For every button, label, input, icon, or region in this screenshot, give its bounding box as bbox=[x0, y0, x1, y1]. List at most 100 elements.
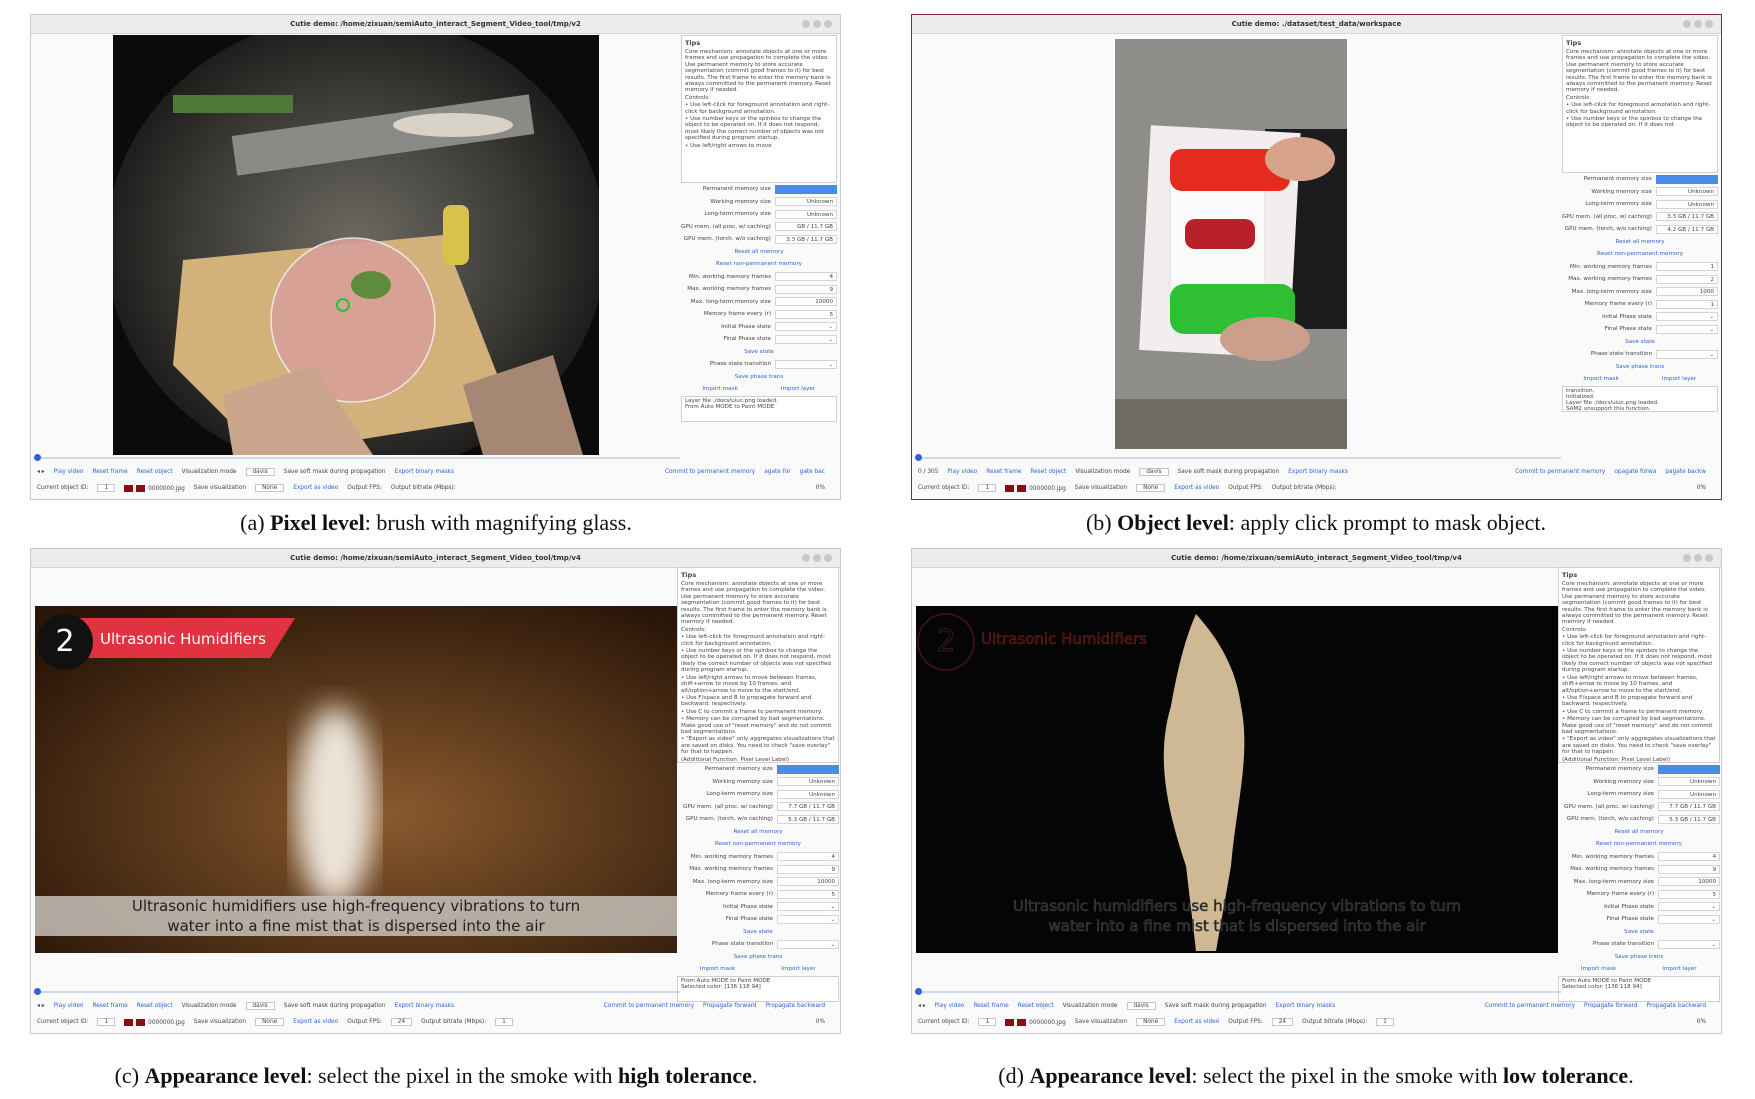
field-value[interactable]: ⌄ bbox=[1656, 312, 1718, 322]
toolbar-button[interactable]: Play video bbox=[53, 1003, 84, 1009]
field-value[interactable]: ⌄ bbox=[1656, 324, 1718, 334]
button[interactable]: Reset all memory bbox=[733, 828, 783, 835]
toolbar-button[interactable]: opagate forwa bbox=[1614, 469, 1657, 475]
timeline-slider[interactable] bbox=[34, 454, 680, 461]
field-value[interactable]: 5 bbox=[775, 309, 837, 319]
slider-knob[interactable] bbox=[34, 988, 41, 995]
window-control[interactable] bbox=[1683, 20, 1691, 28]
field-value[interactable]: 9 bbox=[777, 864, 839, 874]
toolbar-button[interactable]: Export as video bbox=[293, 485, 339, 491]
toolbar-button[interactable]: Commit to permanent memory bbox=[603, 1003, 695, 1009]
toolbar-field[interactable]: davis bbox=[245, 1002, 275, 1010]
button[interactable]: Save phase trans bbox=[1614, 953, 1664, 960]
toolbar-button[interactable]: Export binary masks bbox=[394, 1003, 455, 1009]
button[interactable]: Import mask bbox=[699, 966, 736, 973]
button[interactable]: Save state bbox=[743, 928, 773, 935]
toolbar-button[interactable]: Propagate backward bbox=[1646, 1003, 1706, 1009]
field-value[interactable]: GB / 11.7 GB bbox=[775, 222, 837, 232]
button[interactable]: Save state bbox=[744, 348, 774, 355]
field-value[interactable]: ⌄ bbox=[1656, 349, 1718, 359]
field-value[interactable]: ⌄ bbox=[775, 322, 837, 332]
field-value[interactable]: Unknown bbox=[775, 197, 837, 207]
window-control[interactable] bbox=[813, 554, 821, 562]
toolbar-button[interactable]: Play video bbox=[53, 469, 84, 475]
button[interactable]: Import layer bbox=[780, 386, 816, 393]
toolbar-button[interactable]: agate for bbox=[764, 469, 791, 475]
toolbar-button[interactable]: Play video bbox=[947, 469, 978, 475]
timeline-slider[interactable] bbox=[34, 988, 680, 995]
toolbar-button[interactable]: Reset object bbox=[136, 469, 173, 475]
toolbar-button[interactable]: pagate backw bbox=[1665, 469, 1706, 475]
toolbar-button[interactable]: Commit to permanent memory bbox=[1484, 1003, 1576, 1009]
button[interactable]: Reset all memory bbox=[1614, 828, 1664, 835]
toolbar-field[interactable]: 1 bbox=[97, 1018, 116, 1026]
field-value[interactable]: Unknown bbox=[775, 209, 837, 219]
toolbar-button[interactable]: Export binary masks bbox=[1275, 1003, 1336, 1009]
toolbar-field[interactable]: 1 bbox=[495, 1018, 513, 1026]
field-value[interactable]: 4 bbox=[1658, 852, 1720, 862]
toolbar-field[interactable]: None bbox=[255, 1018, 285, 1026]
toolbar-button[interactable]: Propagate backward bbox=[765, 1003, 825, 1009]
field-value[interactable]: 1000 bbox=[1656, 287, 1718, 297]
window-control[interactable] bbox=[1694, 554, 1702, 562]
toolbar-button[interactable]: Reset object bbox=[1030, 469, 1067, 475]
field-value[interactable]: ⌄ bbox=[777, 902, 839, 912]
field-value[interactable]: 1 bbox=[1656, 299, 1718, 309]
toolbar-button[interactable]: Reset frame bbox=[986, 469, 1022, 475]
button[interactable]: Import layer bbox=[781, 966, 816, 973]
field-value[interactable]: 3.3 GB / 11.7 GB bbox=[1656, 212, 1718, 222]
toolbar-field[interactable]: 1 bbox=[1376, 1018, 1394, 1026]
field-value[interactable]: 5.3 GB / 11.7 GB bbox=[777, 814, 839, 824]
field-value[interactable]: 7.7 GB / 11.7 GB bbox=[777, 802, 839, 812]
field-value[interactable]: 10000 bbox=[1658, 877, 1720, 887]
button[interactable]: Save phase trans bbox=[734, 373, 784, 380]
field-value[interactable]: ⌄ bbox=[777, 939, 839, 949]
toolbar-button[interactable]: Export binary masks bbox=[1288, 469, 1348, 475]
toolbar-button[interactable]: Export as video bbox=[1174, 485, 1220, 491]
field-value[interactable]: ⌄ bbox=[777, 914, 839, 924]
button[interactable]: Import layer bbox=[1661, 376, 1697, 383]
button[interactable]: Reset all memory bbox=[734, 248, 784, 255]
field-value[interactable]: 4 bbox=[777, 852, 839, 862]
toolbar-button[interactable]: Commit to permanent memory bbox=[1515, 469, 1606, 475]
slider-knob[interactable] bbox=[915, 454, 922, 461]
toolbar-button[interactable]: Export binary masks bbox=[394, 469, 455, 475]
field-value[interactable]: 2 bbox=[1656, 274, 1718, 284]
field-value[interactable]: Unknown bbox=[1658, 777, 1720, 787]
toolbar-button[interactable]: Reset frame bbox=[973, 1003, 1009, 1009]
window-control[interactable] bbox=[824, 554, 832, 562]
button[interactable]: Save state bbox=[1625, 338, 1655, 345]
button[interactable]: Reset non-permanent memory bbox=[715, 841, 801, 848]
toolbar-button[interactable]: Play video bbox=[934, 1003, 965, 1009]
toolbar-field[interactable]: davis bbox=[1126, 1002, 1156, 1010]
button[interactable]: Save phase trans bbox=[1615, 363, 1665, 370]
window-control[interactable] bbox=[824, 20, 832, 28]
window-control[interactable] bbox=[1694, 20, 1702, 28]
window-control[interactable] bbox=[1705, 554, 1713, 562]
toolbar-field[interactable]: davis bbox=[1139, 468, 1169, 476]
button[interactable]: Import mask bbox=[702, 386, 738, 393]
toolbar-field[interactable]: 1 bbox=[978, 484, 997, 492]
field-value[interactable]: Unknown bbox=[1656, 187, 1718, 197]
button[interactable]: Reset non-permanent memory bbox=[716, 261, 802, 268]
window-control[interactable] bbox=[1705, 20, 1713, 28]
field-value[interactable]: 4.2 GB / 11.7 GB bbox=[1656, 224, 1718, 234]
button[interactable]: Import mask bbox=[1580, 966, 1617, 973]
button[interactable]: Save phase trans bbox=[733, 953, 783, 960]
toolbar-field[interactable]: 24 bbox=[1271, 1018, 1294, 1026]
field-value[interactable]: 7.7 GB / 11.7 GB bbox=[1658, 802, 1720, 812]
button[interactable]: Reset all memory bbox=[1615, 238, 1665, 245]
toolbar-field[interactable]: None bbox=[1136, 1018, 1166, 1026]
window-control[interactable] bbox=[802, 554, 810, 562]
field-value[interactable]: 10000 bbox=[777, 877, 839, 887]
toolbar-field[interactable]: 1 bbox=[97, 484, 116, 492]
toolbar-field[interactable]: 1 bbox=[978, 1018, 997, 1026]
field-value[interactable]: ⌄ bbox=[775, 334, 837, 344]
field-value[interactable]: Unknown bbox=[1658, 789, 1720, 799]
toolbar-button[interactable]: Propagate forward bbox=[703, 1003, 757, 1009]
field-value[interactable]: 4 bbox=[775, 272, 837, 282]
toolbar-field[interactable]: None bbox=[1136, 484, 1166, 492]
toolbar-field[interactable]: None bbox=[255, 484, 285, 492]
field-value[interactable]: Unknown bbox=[777, 789, 839, 799]
field-value[interactable]: 5 bbox=[1658, 889, 1720, 899]
